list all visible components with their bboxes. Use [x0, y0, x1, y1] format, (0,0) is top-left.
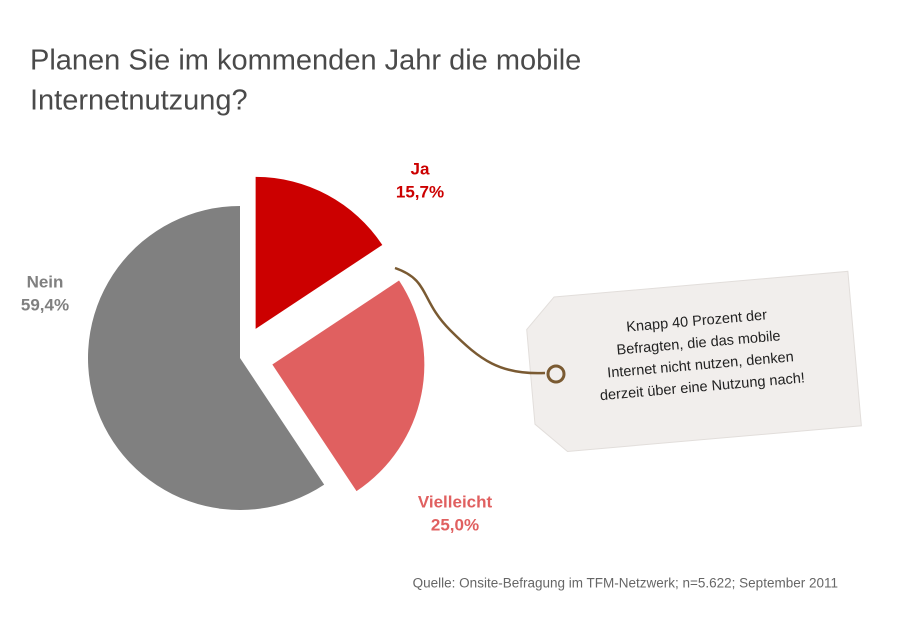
- pie-slice: [88, 206, 325, 510]
- chart-title: Internetnutzung?: [30, 85, 248, 117]
- tag-ring: [546, 364, 566, 384]
- tag-shape: [526, 270, 862, 452]
- chart-title: Planen Sie im kommenden Jahr die mobile: [30, 45, 581, 77]
- pie-slice: [255, 176, 383, 329]
- value-label: 15,7%: [396, 182, 444, 201]
- tag-string: [394, 266, 546, 375]
- value-label: 25,0%: [431, 515, 479, 534]
- slice-label: Vielleicht: [418, 492, 493, 511]
- slice-label: Ja: [411, 159, 430, 178]
- source: Quelle: Onsite-Befragung im TFM-Netzwerk…: [413, 576, 838, 591]
- pie-slice: [272, 280, 425, 492]
- value-label: 59,4%: [21, 295, 69, 314]
- slice-label: Nein: [27, 272, 64, 291]
